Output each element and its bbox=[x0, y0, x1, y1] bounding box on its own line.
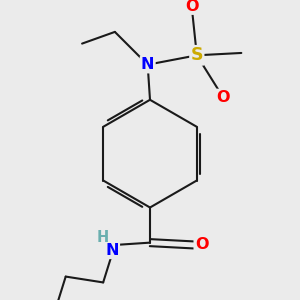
Text: O: O bbox=[185, 0, 199, 14]
Text: N: N bbox=[141, 57, 154, 72]
Text: O: O bbox=[195, 238, 208, 253]
Text: S: S bbox=[190, 46, 203, 64]
Text: O: O bbox=[216, 90, 229, 105]
Text: H: H bbox=[97, 230, 109, 245]
Text: N: N bbox=[106, 243, 119, 258]
